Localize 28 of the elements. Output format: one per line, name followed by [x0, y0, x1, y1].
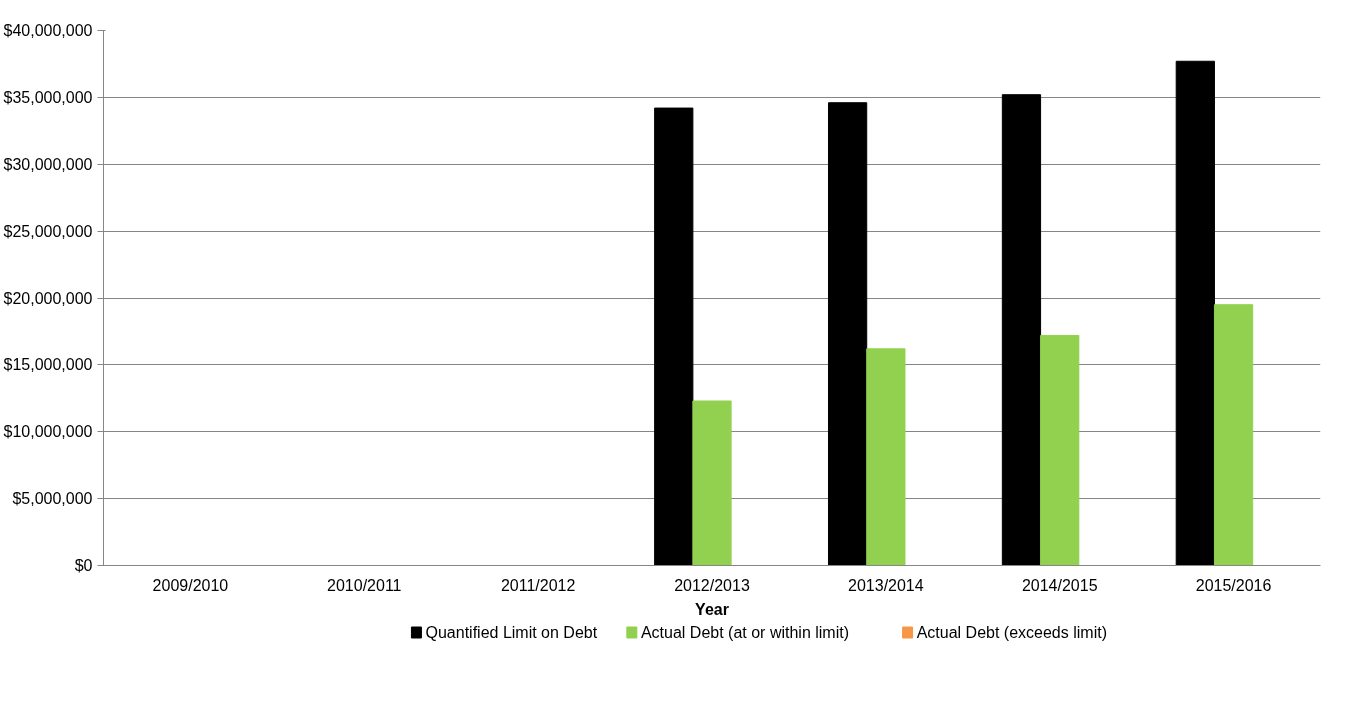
bar — [866, 348, 906, 566]
legend-label: Quantified Limit on Debt — [425, 624, 598, 641]
x-tick-label: 2015/2016 — [1195, 576, 1272, 594]
x-tick-label: 2009/2010 — [152, 576, 229, 594]
bar — [1040, 334, 1080, 566]
bar — [1213, 304, 1254, 566]
y-tick-label: $20,000,000 — [3, 289, 93, 307]
bar — [827, 102, 868, 566]
legend-label: Actual Debt (at or within limit) — [640, 624, 849, 641]
y-tick-label: $25,000,000 — [3, 222, 93, 240]
x-tick-label: 2012/2013 — [674, 576, 750, 594]
x-tick-label: 2010/2011 — [327, 576, 402, 594]
y-tick-label: $0 — [74, 557, 93, 574]
x-axis-title: Year — [695, 600, 729, 618]
y-tick-label: $5,000,000 — [12, 490, 93, 508]
y-tick-label: $30,000,000 — [3, 155, 93, 173]
bar — [1175, 60, 1215, 566]
x-tick-label: 2014/2015 — [1021, 576, 1098, 594]
bar — [654, 107, 694, 566]
x-tick-label: 2011/2012 — [500, 576, 576, 594]
y-tick-label: $15,000,000 — [3, 356, 93, 374]
y-tick-label: $40,000,000 — [3, 22, 93, 39]
y-tick-label: $10,000,000 — [3, 423, 93, 441]
bar — [1001, 94, 1042, 566]
bar — [692, 400, 732, 566]
legend-label: Actual Debt (exceeds limit) — [916, 624, 1107, 641]
y-tick-label: $35,000,000 — [3, 88, 93, 106]
x-tick-label: 2013/2014 — [848, 576, 924, 594]
